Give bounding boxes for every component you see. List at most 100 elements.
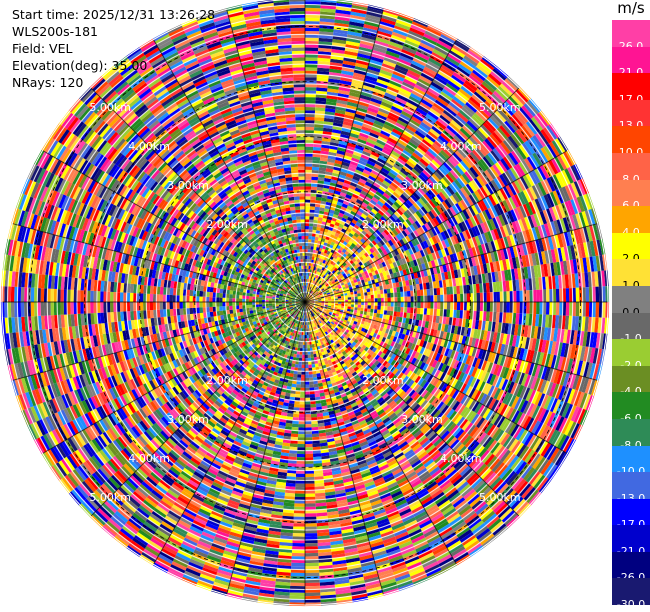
velocity-gate xyxy=(387,306,391,311)
velocity-gate xyxy=(397,297,401,302)
velocity-gate xyxy=(397,307,401,312)
velocity-gate xyxy=(476,284,480,293)
velocity-gate xyxy=(457,294,461,302)
velocity-gate xyxy=(307,256,310,259)
velocity-gate xyxy=(497,302,501,312)
velocity-gate xyxy=(487,292,491,302)
velocity-gate xyxy=(427,289,431,296)
velocity-gate xyxy=(447,302,451,310)
velocity-gate xyxy=(417,296,421,302)
velocity-gate xyxy=(312,236,316,240)
velocity-gate xyxy=(447,294,451,302)
velocity-gate xyxy=(446,287,450,295)
velocity-gate xyxy=(566,288,570,302)
velocity-gate xyxy=(377,306,381,310)
velocity-gate xyxy=(348,304,352,307)
velocity-gate xyxy=(313,147,321,151)
velocity-gate xyxy=(437,302,441,309)
velocity-gate xyxy=(506,291,510,302)
velocity-gate xyxy=(516,291,520,302)
velocity-gate xyxy=(516,302,520,313)
velocity-gate xyxy=(526,302,530,314)
velocity-gate xyxy=(305,236,309,239)
velocity-gate xyxy=(556,289,560,302)
velocity-gate xyxy=(366,288,370,292)
velocity-gate xyxy=(446,309,450,317)
velocity-gate xyxy=(368,299,371,303)
velocity-gate xyxy=(358,296,362,299)
velocity-gate xyxy=(348,297,352,300)
velocity-gate xyxy=(357,308,361,311)
velocity-gate xyxy=(427,295,431,302)
velocity-gate xyxy=(437,309,441,316)
velocity-gate xyxy=(368,305,372,309)
velocity-gate xyxy=(377,310,381,314)
velocity-gate xyxy=(305,8,320,12)
velocity-gate xyxy=(378,298,381,302)
velocity-gate xyxy=(338,298,341,300)
velocity-gate xyxy=(308,246,311,250)
velocity-gate xyxy=(305,57,318,61)
velocity-gate xyxy=(357,293,361,296)
velocity-gate xyxy=(316,227,320,231)
velocity-gate xyxy=(316,197,322,201)
velocity-gate xyxy=(536,302,540,314)
velocity-gate xyxy=(305,87,316,91)
velocity-gate xyxy=(437,295,441,302)
velocity-gate xyxy=(305,107,315,111)
velocity-gate xyxy=(457,302,461,310)
velocity-gate xyxy=(315,207,320,211)
velocity-gate xyxy=(506,302,510,313)
velocity-gate xyxy=(305,117,315,121)
velocity-gate xyxy=(476,311,480,320)
velocity-gate xyxy=(312,157,320,161)
velocity-gate xyxy=(546,302,550,315)
velocity-gate xyxy=(308,236,312,240)
velocity-gate xyxy=(407,297,411,303)
velocity-gate xyxy=(596,302,600,317)
velocity-gate xyxy=(526,290,530,302)
velocity-gate xyxy=(368,295,372,299)
velocity-gate xyxy=(305,216,310,219)
velocity-gate xyxy=(305,196,311,200)
velocity-gate xyxy=(586,302,590,317)
velocity-gate xyxy=(310,206,315,210)
velocity-gate xyxy=(305,147,313,151)
velocity-gate xyxy=(417,290,421,296)
velocity-gate xyxy=(546,289,550,302)
velocity-gate xyxy=(309,216,314,220)
velocity-gate xyxy=(314,127,323,131)
velocity-gate xyxy=(305,127,314,131)
velocity-gate xyxy=(305,38,319,42)
velocity-gate xyxy=(378,302,381,306)
velocity-gate xyxy=(477,293,481,302)
velocity-gate xyxy=(358,305,362,308)
velocity-gate xyxy=(305,167,312,171)
velocity-gate xyxy=(305,206,310,210)
velocity-gate xyxy=(376,286,380,290)
velocity-gate xyxy=(305,48,318,52)
velocity-gate xyxy=(477,302,481,311)
velocity-gate xyxy=(456,310,460,318)
velocity-gate xyxy=(396,287,400,292)
velocity-gate xyxy=(305,157,313,161)
velocity-gate xyxy=(427,302,431,309)
velocity-gate xyxy=(396,312,400,317)
velocity-gate xyxy=(456,286,460,294)
velocity-gate xyxy=(312,167,319,171)
velocity-gate xyxy=(407,302,411,308)
velocity-gate xyxy=(536,290,540,302)
velocity-gate xyxy=(586,287,590,302)
velocity-gate xyxy=(377,294,381,298)
velocity-gate xyxy=(315,237,319,241)
velocity-gate xyxy=(566,302,570,316)
velocity-gate xyxy=(576,288,580,302)
velocity-gate xyxy=(406,286,410,292)
velocity-gate xyxy=(313,226,317,230)
velocity-gate xyxy=(427,308,431,315)
velocity-gate xyxy=(305,226,309,229)
velocity-gate xyxy=(305,28,319,32)
velocity-gate xyxy=(305,186,311,190)
velocity-gate xyxy=(368,302,371,306)
